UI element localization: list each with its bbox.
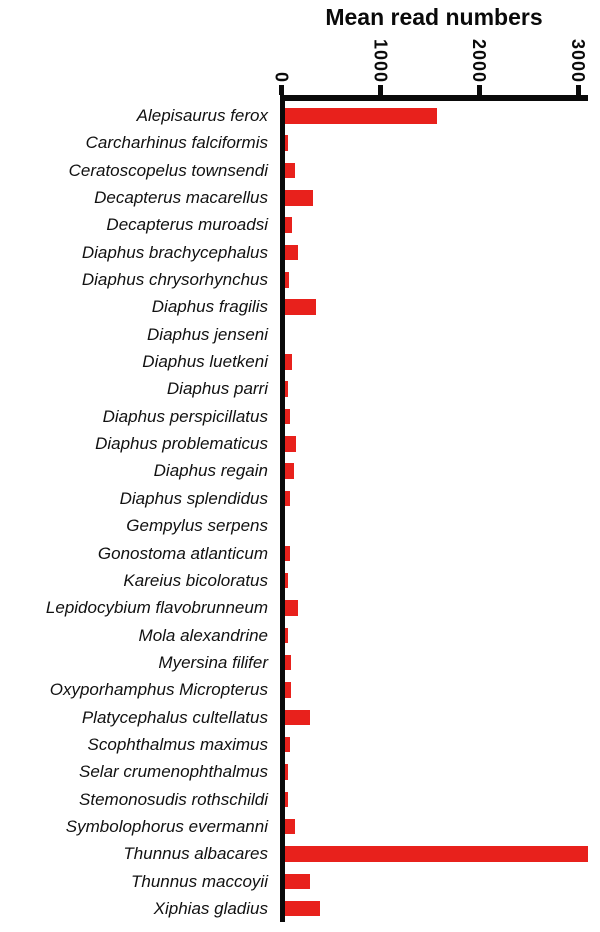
bar [281, 436, 296, 452]
bar [281, 272, 290, 288]
bar [281, 846, 588, 862]
chart-row: Selar crumenophthalmus [0, 758, 600, 785]
species-label: Thunnus albacares [123, 844, 268, 864]
bar [281, 600, 298, 616]
x-tick-mark [377, 85, 383, 95]
chart-row: Platycephalus cultellatus [0, 704, 600, 731]
species-label: Carcharhinus falciformis [85, 133, 268, 153]
bar [281, 709, 311, 726]
bar [281, 900, 321, 917]
bar [281, 490, 291, 507]
chart-row: Alepisaurus ferox [0, 102, 600, 129]
chart-row: Xiphias gladius [0, 895, 600, 922]
chart-row: Diaphus perspicillatus [0, 403, 600, 430]
chart-row: Diaphus regain [0, 457, 600, 484]
bar [281, 873, 310, 890]
chart-row: Gempylus serpens [0, 512, 600, 539]
species-label: Thunnus maccoyii [130, 871, 268, 891]
species-label: Diaphus parri [166, 379, 268, 399]
chart-row: Diaphus chrysorhynchus [0, 266, 600, 293]
chart-row: Diaphus brachycephalus [0, 239, 600, 266]
species-label: Gempylus serpens [126, 516, 268, 536]
species-label: Kareius bicoloratus [123, 570, 268, 590]
x-tick-mark [575, 85, 581, 95]
species-label: Diaphus luetkeni [142, 352, 268, 372]
x-tick-label: 2000 [469, 38, 490, 83]
species-label: Diaphus problematicus [95, 434, 268, 454]
species-label: Diaphus chrysorhynchus [81, 270, 268, 290]
chart-row: Thunnus maccoyii [0, 868, 600, 895]
chart-row: Stemonosudis rothschildi [0, 786, 600, 813]
chart-rows: Alepisaurus ferox Carcharhinus falciformi… [0, 102, 600, 922]
x-tick-label: 3000 [568, 38, 588, 83]
species-label: Diaphus perspicillatus [102, 406, 268, 426]
chart-row: Diaphus problematicus [0, 430, 600, 457]
chart-row: Decapterus macarellus [0, 184, 600, 211]
bar [281, 736, 291, 753]
bar [281, 190, 314, 206]
bar [281, 299, 316, 315]
chart-row: Decapterus muroadsi [0, 211, 600, 238]
species-label: Xiphias gladius [153, 898, 268, 918]
bar [281, 217, 293, 233]
species-label: Diaphus jenseni [147, 324, 268, 344]
species-label: Diaphus regain [153, 461, 268, 481]
bar [281, 545, 290, 561]
species-label: Scophthalmus maximus [87, 734, 268, 754]
species-label: Stemonosudis rothschildi [79, 789, 268, 809]
x-tick-label: 0 [271, 71, 292, 83]
chart-row: Diaphus luetkeni [0, 348, 600, 375]
species-label: Myersina filifer [158, 652, 268, 672]
chart-row: Diaphus jenseni [0, 321, 600, 348]
species-label: Gonostoma atlanticum [97, 543, 268, 563]
bar [281, 354, 292, 370]
chart-row: Diaphus fragilis [0, 293, 600, 320]
chart-row: Myersina filifer [0, 649, 600, 676]
species-label: Alepisaurus ferox [136, 106, 268, 125]
chart-row: Gonostoma atlanticum [0, 540, 600, 567]
species-label: Platycephalus cultellatus [81, 707, 268, 727]
x-tick-label: 1000 [370, 38, 391, 83]
species-label: Decapterus macarellus [94, 188, 268, 208]
chart-row: Lepidocybium flavobrunneum [0, 594, 600, 621]
bar [281, 108, 437, 124]
chart-row: Oxyporhamphus Micropterus [0, 676, 600, 703]
species-label: Oxyporhamphus Micropterus [49, 680, 268, 700]
chart-row: Kareius bicoloratus [0, 567, 600, 594]
species-label: Mola alexandrine [138, 625, 268, 645]
chart-row: Ceratoscopelus townsendi [0, 157, 600, 184]
x-axis-line [280, 95, 588, 101]
species-label: Lepidocybium flavobrunneum [45, 598, 268, 618]
species-label: Diaphus fragilis [151, 297, 268, 317]
x-tick-mark [279, 85, 284, 95]
chart-row: Carcharhinus falciformis [0, 129, 600, 156]
bar [281, 244, 298, 261]
y-axis-line [280, 95, 285, 922]
bar [281, 682, 292, 698]
species-label: Diaphus brachycephalus [81, 242, 268, 262]
species-label: Diaphus splendidus [119, 488, 268, 508]
x-tick-mark [476, 85, 482, 95]
species-label: Selar crumenophthalmus [79, 762, 268, 782]
chart-row: Diaphus splendidus [0, 485, 600, 512]
chart-row: Thunnus albacares [0, 840, 600, 867]
chart-row: Symbolophorus evermanni [0, 813, 600, 840]
chart-row: Diaphus parri [0, 375, 600, 402]
species-label: Symbolophorus evermanni [65, 816, 268, 836]
bar [281, 408, 290, 425]
bar [281, 654, 292, 671]
species-label: Decapterus muroadsi [106, 215, 268, 235]
chart-title: Mean read numbers [325, 4, 543, 30]
chart-row: Mola alexandrine [0, 622, 600, 649]
chart-row: Scophthalmus maximus [0, 731, 600, 758]
species-label: Ceratoscopelus townsendi [68, 160, 268, 180]
